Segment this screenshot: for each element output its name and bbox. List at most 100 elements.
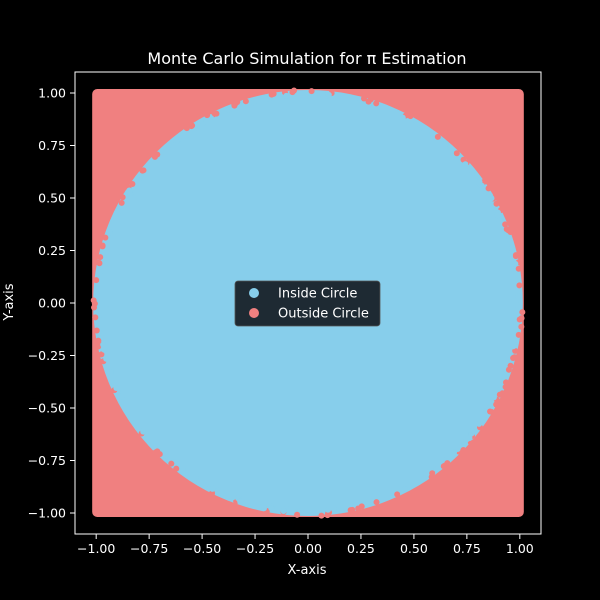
scatter-point <box>213 110 220 117</box>
scatter-point <box>515 276 522 283</box>
scatter-point <box>189 122 196 129</box>
x-axis-ticks: −1.00 −0.75 −0.50 −0.25 0.00 0.25 0.50 0.75 1.00 <box>77 534 534 556</box>
x-tick-label: 1.00 <box>506 541 534 556</box>
scatter-point <box>462 161 469 168</box>
scatter-point <box>192 474 199 481</box>
scatter-point <box>402 485 409 492</box>
scatter-point <box>314 92 321 99</box>
scatter-point <box>100 341 107 348</box>
scatter-point <box>512 347 519 354</box>
scatter-point <box>95 337 102 344</box>
scatter-point <box>99 242 106 249</box>
scatter-point <box>268 91 275 98</box>
x-tick-label: −0.25 <box>236 541 274 556</box>
scatter-point <box>115 392 122 399</box>
scatter-point <box>373 100 380 107</box>
scatter-point <box>140 428 147 435</box>
scatter-point <box>422 474 429 481</box>
scatter-point <box>242 98 249 105</box>
scatter-point <box>336 505 343 512</box>
scatter-point <box>318 512 325 519</box>
scatter-point <box>113 384 120 391</box>
scatter-point <box>502 373 509 380</box>
scatter-point <box>519 309 526 316</box>
scatter-point <box>180 466 187 473</box>
scatter-point <box>107 368 114 375</box>
scatter-point <box>280 507 287 514</box>
scatter-point <box>453 150 460 157</box>
scatter-point <box>97 254 104 261</box>
scatter-point <box>232 100 239 107</box>
scatter-point <box>168 460 175 467</box>
scatter-point <box>119 194 126 201</box>
scatter-point <box>98 351 105 358</box>
legend-box <box>234 280 381 327</box>
scatter-point <box>515 304 522 311</box>
scatter-point <box>505 227 512 234</box>
scatter-point <box>442 141 449 148</box>
scatter-point <box>294 511 301 518</box>
scatter-point <box>367 96 374 103</box>
scatter-point <box>95 343 102 350</box>
legend-label-outside: Outside Circle <box>278 307 369 322</box>
scatter-point <box>209 490 216 497</box>
y-axis-label: Y-axis <box>2 283 17 321</box>
scatter-point <box>96 260 103 267</box>
scatter-point <box>515 331 522 338</box>
y-tick-label: 0.50 <box>38 191 66 206</box>
scatter-point <box>511 354 518 361</box>
scatter-point <box>373 499 380 506</box>
scatter-point <box>460 447 467 454</box>
scatter-point <box>260 505 267 512</box>
scatter-point <box>129 181 136 188</box>
x-tick-label: 0.00 <box>294 541 322 556</box>
scatter-point <box>261 95 268 102</box>
scatter-point <box>209 485 216 492</box>
y-tick-label: 0.00 <box>38 296 66 311</box>
scatter-point <box>493 401 500 408</box>
scatter-point <box>90 297 97 304</box>
scatter-point <box>319 91 326 98</box>
scatter-point <box>93 327 100 334</box>
scatter-point <box>237 498 244 505</box>
y-tick-label: 0.75 <box>38 138 66 153</box>
scatter-point <box>291 87 298 94</box>
scatter-point <box>126 187 133 194</box>
scatter-point <box>218 489 225 496</box>
scatter-point <box>399 114 406 121</box>
scatter-point <box>490 394 497 401</box>
scatter-point <box>250 99 257 106</box>
scatter-point <box>502 221 509 228</box>
scatter-point <box>283 92 290 99</box>
scatter-point <box>515 265 522 272</box>
x-axis-label: X-axis <box>288 563 327 578</box>
scatter-point <box>513 321 520 328</box>
scatter-point <box>139 167 146 174</box>
scatter-point <box>97 267 104 274</box>
scatter-point <box>156 451 163 458</box>
scatter-point <box>302 91 309 98</box>
scatter-point <box>512 252 519 259</box>
scatter-point <box>516 316 523 323</box>
scatter-point <box>428 474 435 481</box>
scatter-point <box>429 130 436 137</box>
scatter-point <box>476 178 483 185</box>
scatter-point <box>476 420 483 427</box>
y-tick-label: 1.00 <box>38 86 66 101</box>
scatter-point <box>493 200 500 207</box>
scatter-point <box>510 343 517 350</box>
x-tick-label: 0.25 <box>347 541 375 556</box>
scatter-point <box>183 125 190 132</box>
scatter-point <box>203 116 210 123</box>
scatter-point <box>505 235 512 242</box>
scatter-point <box>451 449 458 456</box>
x-tick-label: −1.00 <box>77 541 115 556</box>
scatter-point <box>266 96 273 103</box>
scatter-point <box>118 199 125 206</box>
scatter-point <box>434 133 441 140</box>
y-tick-label: −0.75 <box>28 453 66 468</box>
scatter-point <box>101 346 108 353</box>
legend-marker-inside <box>249 288 259 298</box>
